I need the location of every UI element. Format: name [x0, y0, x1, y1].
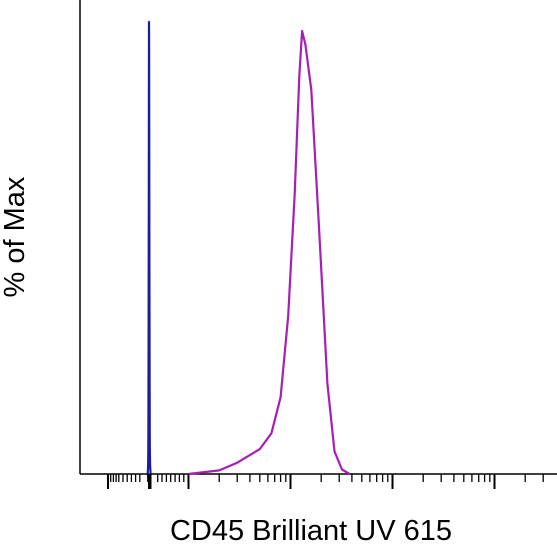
histogram-series-2 — [188, 29, 351, 476]
plot-area — [79, 0, 557, 489]
histogram-series-1 — [146, 20, 152, 475]
x-axis-ticks — [107, 474, 544, 489]
series-layer — [146, 20, 351, 476]
y-axis-title: % of Max — [0, 176, 31, 297]
x-axis-title: CD45 Brilliant UV 615 — [170, 515, 452, 544]
